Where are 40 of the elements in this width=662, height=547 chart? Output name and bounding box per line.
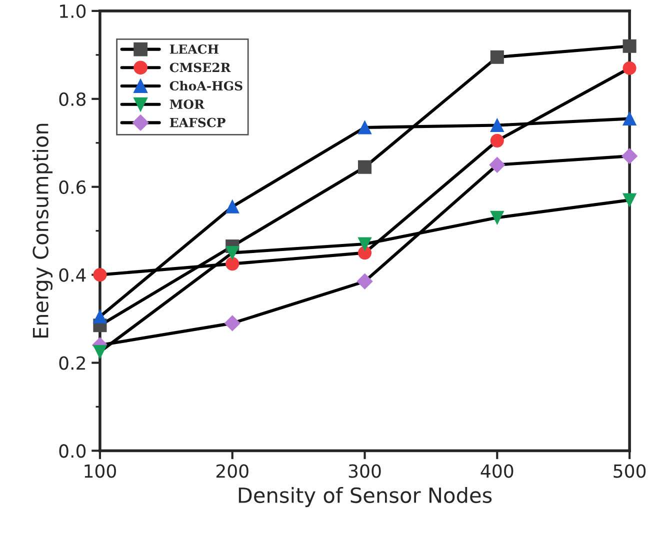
point <box>622 39 636 53</box>
x-tick-label: 400 <box>480 464 514 478</box>
point <box>93 310 107 324</box>
point <box>358 160 372 174</box>
point <box>226 200 240 214</box>
point <box>490 134 504 148</box>
point <box>224 315 240 332</box>
point <box>356 274 373 290</box>
point <box>93 268 107 282</box>
x-tick-label: 300 <box>348 464 381 478</box>
legend-label: EAFSCP <box>170 118 226 128</box>
point <box>358 120 372 134</box>
point <box>490 50 504 64</box>
y-tick-label: 1.0 <box>60 4 86 18</box>
point <box>622 193 636 207</box>
point <box>358 246 372 260</box>
point <box>489 156 506 173</box>
point <box>622 61 636 75</box>
point <box>358 237 372 251</box>
y-tick-label: 0.0 <box>59 444 86 458</box>
legend-label: CMSE2R <box>170 62 231 72</box>
point <box>490 210 504 224</box>
point <box>622 148 638 164</box>
x-tick-label: 500 <box>614 464 646 478</box>
point <box>622 112 636 126</box>
x-tick-label: 100 <box>84 464 116 478</box>
x-tick-label: 200 <box>216 464 248 478</box>
legend-label: LEACH <box>170 44 219 54</box>
point <box>226 257 240 271</box>
point <box>490 118 504 132</box>
y-tick-label: 0.2 <box>59 356 85 370</box>
point <box>93 345 107 359</box>
y-tick-label: 0.8 <box>59 92 86 106</box>
y-tick-label: 0.6 <box>59 180 86 194</box>
legend-label: ChoA-HGS <box>170 80 242 91</box>
x-axis-title: Density of Sensor Nodes <box>238 486 492 508</box>
y-tick-label: 0.4 <box>59 268 86 282</box>
y-axis-title: Energy Consumption <box>32 124 52 338</box>
legend-label: MOR <box>170 99 204 109</box>
point <box>226 246 240 260</box>
